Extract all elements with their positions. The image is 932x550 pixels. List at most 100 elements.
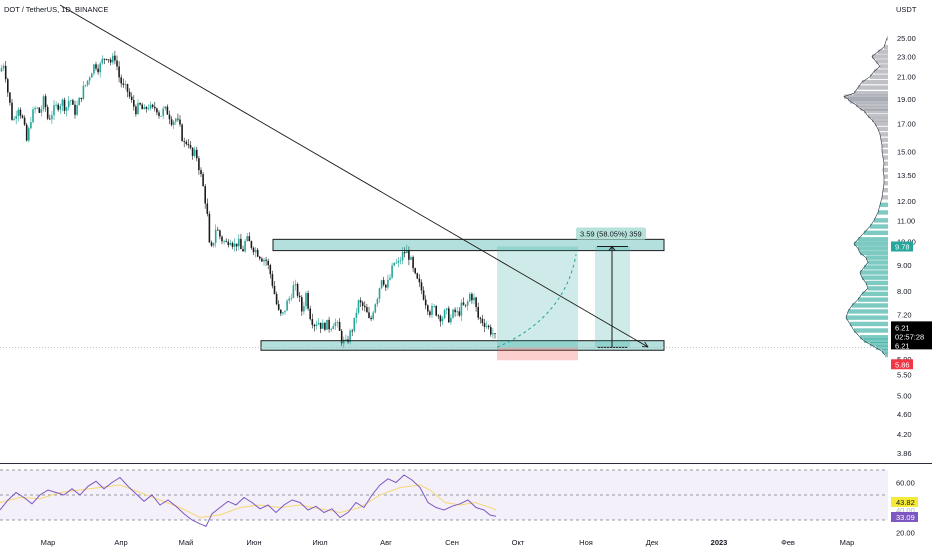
price-tick-label: 5.50: [897, 370, 912, 379]
candle-body: [408, 249, 410, 260]
candle-body: [145, 107, 148, 109]
candle-body: [214, 229, 217, 243]
candle-body: [74, 104, 76, 115]
rsi-value-tag: [891, 512, 918, 522]
price-tick-label: 15.00: [897, 147, 916, 156]
candle-body: [99, 63, 101, 73]
symbol-title[interactable]: DOT / TetherUS, 1D, BINANCE: [4, 5, 108, 14]
candle-body: [450, 317, 452, 323]
candle-body: [479, 317, 482, 319]
long-position-profit-zone[interactable]: [497, 246, 578, 348]
volume-profile-bar: [860, 335, 888, 340]
volume-profile-bar: [876, 59, 888, 64]
price-tick-label: 13.50: [897, 171, 916, 180]
candle-body: [44, 96, 47, 108]
candle-body: [399, 260, 402, 262]
time-tick-label: Сен: [445, 538, 459, 547]
time-tick-label: Апр: [114, 538, 127, 547]
candle-body: [242, 249, 244, 252]
candle-body: [67, 100, 70, 108]
candle-body: [351, 330, 353, 332]
candle-body: [196, 149, 198, 159]
candle-body: [481, 318, 484, 324]
price-tick-label: 7.20: [897, 311, 912, 320]
candle-body: [277, 304, 280, 310]
candle-body: [380, 280, 383, 289]
candle-body: [133, 99, 135, 107]
bar-countdown-label: 02:57:28: [895, 332, 924, 341]
candle-body: [175, 118, 177, 122]
time-axis[interactable]: Мар Апр Май Июн Июл Авг Сен Окт Ноя Дек 2023 Фев Мар: [41, 538, 855, 547]
candle-body: [374, 304, 377, 313]
candle-body: [420, 282, 423, 291]
candle-body: [166, 106, 169, 115]
candle-body: [7, 79, 9, 93]
candle-body: [471, 293, 473, 301]
candle-body: [55, 104, 57, 106]
volume-profile-bar: [884, 44, 888, 50]
candle-body: [183, 141, 185, 142]
candle-body: [466, 301, 469, 306]
resistance-rectangle[interactable]: [272, 238, 665, 252]
candle-body: [485, 325, 488, 327]
volume-profile-bar: [882, 195, 888, 200]
target-price-label: 9.78: [895, 242, 910, 251]
rsi-axis[interactable]: 60.00 20.00: [896, 479, 915, 538]
candle-body: [391, 265, 393, 278]
price-tick-label: 21.00: [897, 73, 916, 82]
volume-profile-bar: [850, 321, 888, 327]
candle-body: [124, 84, 127, 85]
candle-body: [4, 65, 7, 80]
long-position-stop-zone[interactable]: [497, 347, 578, 361]
candle-body: [286, 300, 288, 311]
main-pane[interactable]: [0, 0, 888, 463]
volume-profile-bar: [866, 280, 888, 286]
candle-body: [206, 203, 209, 214]
candle-body: [65, 107, 68, 111]
rsi-pane[interactable]: [0, 464, 888, 530]
candle-body: [477, 306, 479, 318]
volume-profile-bar: [874, 69, 888, 74]
volume-profile-bar: [856, 102, 888, 108]
rsi-line: [0, 474, 497, 527]
candle-body: [355, 312, 358, 318]
volume-profile-bar: [885, 352, 888, 358]
candle-body: [57, 104, 59, 110]
trendline[interactable]: [59, 4, 649, 348]
rsi-tick-label: 60.00: [896, 479, 915, 488]
candle-body: [280, 309, 282, 314]
candle-body: [311, 319, 314, 325]
candle-body: [433, 305, 435, 307]
time-tick-label: Мар: [41, 538, 56, 547]
candle-body: [122, 83, 125, 85]
time-tick-label: Окт: [512, 538, 525, 547]
candle-body: [172, 121, 175, 125]
volume-profile-bar: [868, 260, 888, 265]
volume-profile-bar: [884, 181, 888, 186]
candle-body: [36, 107, 38, 109]
candle-body: [191, 147, 194, 156]
price-tick-label: 8.00: [897, 287, 912, 296]
candles: [0, 50, 496, 348]
candle-body: [353, 317, 356, 331]
time-tick-label: Июл: [312, 538, 327, 547]
projection-arc: [496, 254, 577, 348]
candle-body: [464, 304, 467, 306]
candle-body: [296, 284, 299, 296]
candle-body: [340, 330, 343, 344]
volume-profile-bar: [868, 286, 888, 291]
candle-body: [332, 325, 335, 330]
stop-price-tag: [891, 359, 913, 370]
candle-body: [135, 106, 137, 115]
candle-body: [273, 285, 276, 294]
support-rectangle[interactable]: [260, 340, 665, 351]
candle-body: [105, 59, 108, 60]
candle-body: [30, 122, 32, 129]
candle-body: [292, 285, 295, 298]
time-tick-label: Мар: [840, 538, 855, 547]
candle-body: [416, 273, 419, 279]
volume-profile-bar: [883, 167, 888, 173]
volume-profile-bar: [860, 250, 888, 256]
volume-profile-bar: [848, 96, 888, 102]
